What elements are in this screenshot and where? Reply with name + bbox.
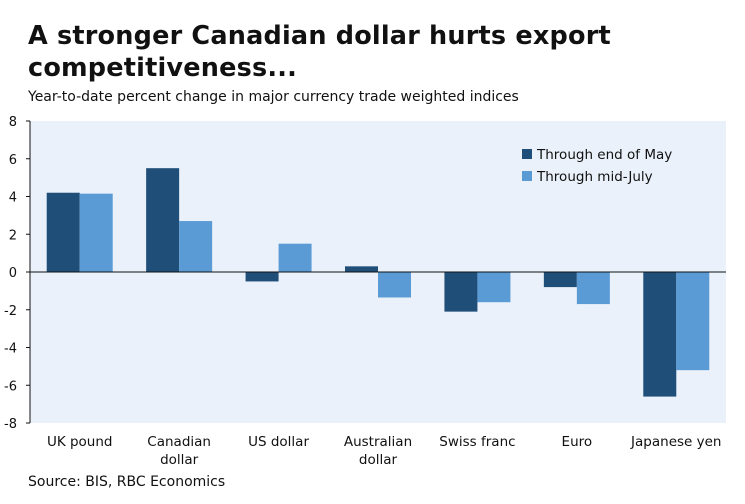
x-category-label-0-0: UK pound [47, 434, 113, 450]
bar-series-1-4 [444, 272, 478, 312]
legend-swatch-1 [522, 149, 532, 159]
x-category-label-3-0: Australian [344, 434, 412, 450]
bar-series-2-0 [79, 193, 113, 272]
y-tick-label-0: 8 [9, 115, 17, 130]
bar-series-2-2 [278, 243, 312, 272]
y-tick-label-6: -4 [4, 342, 17, 357]
bar-series-1-2 [245, 272, 279, 282]
bar-series-1-1 [146, 168, 180, 272]
chart-title-line-2: competitiveness... [28, 53, 297, 83]
source-note: Source: BIS, RBC Economics [28, 474, 226, 490]
bar-series-1-0 [46, 192, 80, 272]
bar-series-1-3 [345, 266, 378, 272]
bar-series-1-5 [543, 272, 577, 288]
y-tick-label-2: 4 [9, 191, 17, 206]
y-tick-label-1: 6 [9, 153, 17, 168]
legend-swatch-2 [522, 171, 532, 181]
chart-title: A stronger Canadian dollar hurts export … [28, 20, 728, 84]
x-category-label-2-0: US dollar [248, 434, 309, 450]
bar-series-2-1 [179, 221, 213, 272]
y-tick-label-7: -6 [4, 379, 17, 394]
x-category-label-6-0: Japanese yen [630, 434, 721, 450]
y-tick-label-4: 0 [9, 266, 17, 281]
bar-series-2-6 [676, 272, 710, 371]
bar-series-2-3 [378, 272, 411, 298]
bar-series-1-6 [643, 272, 677, 397]
y-tick-label-8: -8 [4, 417, 17, 432]
bar-series-2-4 [477, 272, 511, 303]
x-category-label-3-1: dollar [359, 452, 398, 468]
x-category-label-1-0: Canadian [147, 434, 211, 450]
y-tick-label-5: -2 [4, 304, 17, 319]
bar-series-2-5 [576, 272, 610, 305]
legend-label-2: Through mid-July [536, 169, 653, 185]
x-category-label-5-0: Euro [562, 434, 593, 450]
x-category-label-1-1: dollar [160, 452, 199, 468]
chart-subtitle: Year-to-date percent change in major cur… [28, 89, 519, 105]
x-category-label-4-0: Swiss franc [439, 434, 515, 450]
bar-chart: 8 6 4 2 0 -2 -4 -6 -8 UK pound Canadian dollar US do… [4, 115, 726, 468]
y-tick-label-3: 2 [9, 228, 17, 243]
legend-label-1: Through end of May [536, 147, 672, 163]
chart-title-line-1: A stronger Canadian dollar hurts export [28, 21, 611, 51]
